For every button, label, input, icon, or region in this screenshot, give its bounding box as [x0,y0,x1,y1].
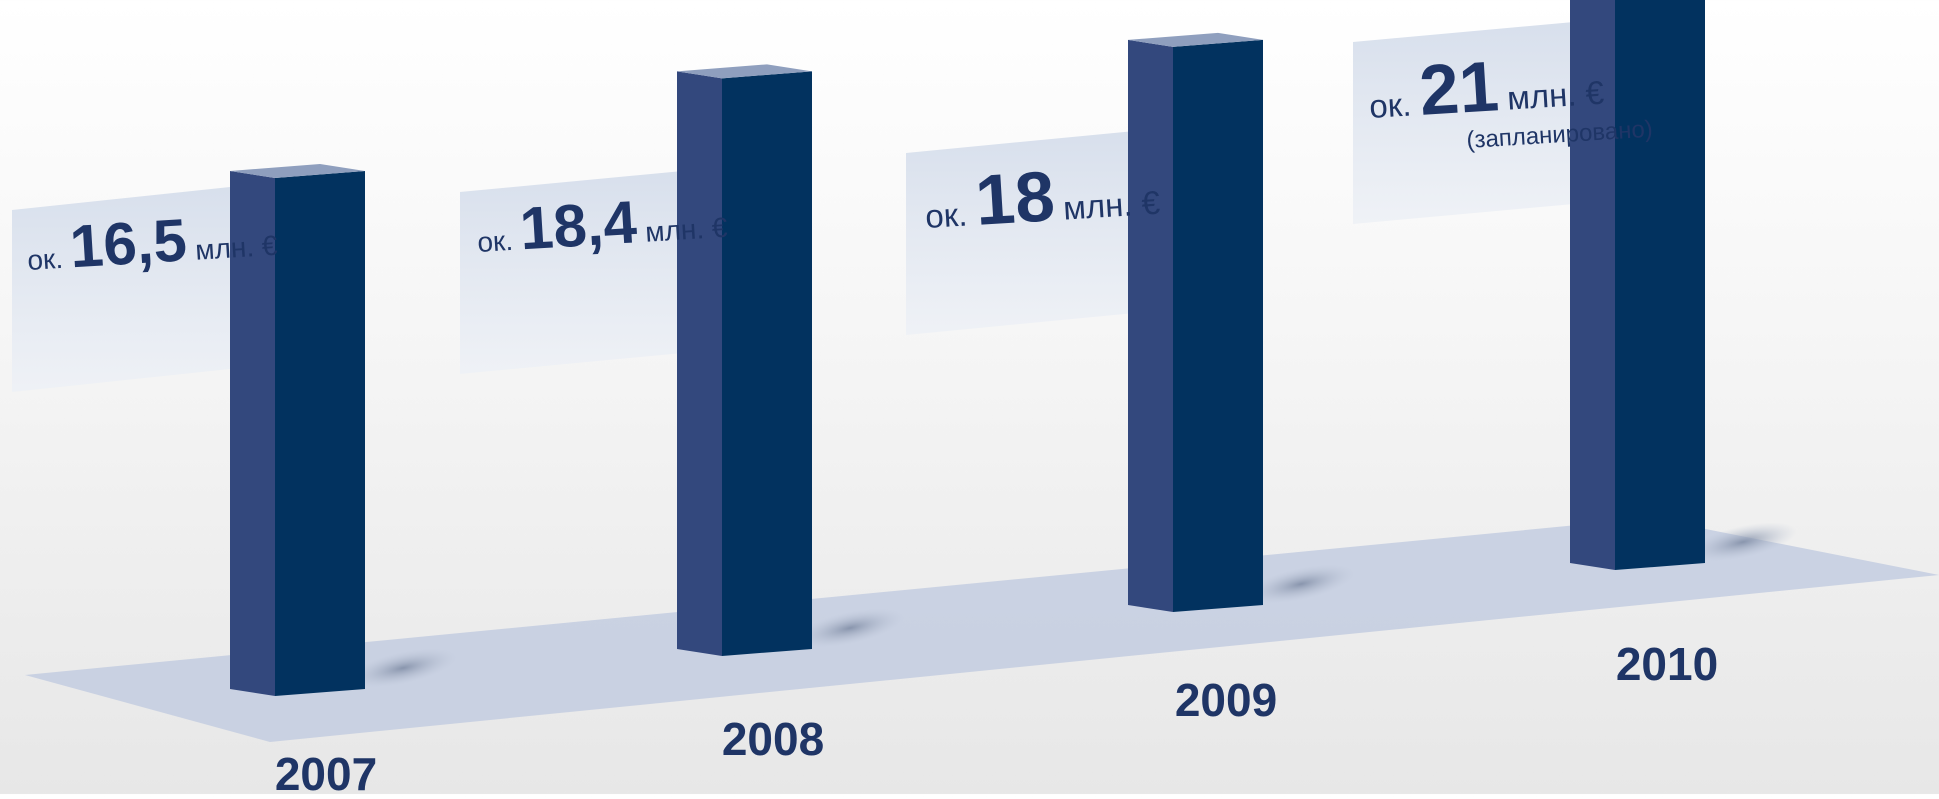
data-label-prefix: ок. [1368,85,1421,125]
data-label-prefix: ок. [26,242,71,276]
bar-front-2008 [722,71,812,657]
data-label-prefix: ок. [476,224,521,258]
bar-front-2009 [1173,39,1263,612]
bar-shadow-2010 [1689,522,1797,562]
year-label-2010: 2010 [1616,638,1718,690]
data-label-2009: ок. 18 млн. € [922,151,1161,244]
floor-plane [25,518,1939,742]
bar-2010 [1570,0,1705,570]
data-label-value: 21 [1417,47,1501,131]
bar-side-2008 [677,71,722,657]
year-label-2008: 2008 [722,713,824,765]
label-panel-2007 [12,182,278,392]
bar-shadow-2007 [349,648,457,688]
data-label-value: 18 [973,157,1057,241]
data-label-value: 16,5 [68,206,189,280]
data-label-prefix: ок. [924,195,977,235]
bar-front-2007 [275,171,365,696]
data-label-unit: млн. € [644,212,728,248]
bar-2007 [230,164,365,696]
bar-side-2009 [1128,39,1173,612]
bar-shadow-2008 [796,608,904,648]
bar-side-2007 [230,171,275,696]
bar-2009 [1128,32,1263,612]
year-label-2009: 2009 [1175,674,1277,726]
label-panel-2009 [906,127,1176,335]
bar-2008 [677,64,812,657]
data-label-2008: ок. 18,4 млн. € [475,183,729,265]
data-label-unit: млн. € [1506,74,1605,117]
data-label-2010: ок. 21 млн. € [1366,41,1605,134]
bar-top-2007 [230,164,365,178]
label-panel-2010 [1353,18,1618,224]
label-panel-2008 [460,167,725,374]
data-label-value: 18,4 [518,188,639,262]
bar-top-2009 [1128,32,1263,47]
data-label-unit: млн. € [1062,184,1161,227]
data-label-2007: ок. 16,5 млн. € [25,201,279,283]
year-label-2007: 2007 [275,748,377,794]
bar-shadow-2009 [1247,564,1355,604]
bar-front-2010 [1615,0,1705,570]
bar-side-2010 [1570,0,1615,570]
bar-top-2008 [677,64,812,79]
data-label-unit: млн. € [194,230,278,266]
